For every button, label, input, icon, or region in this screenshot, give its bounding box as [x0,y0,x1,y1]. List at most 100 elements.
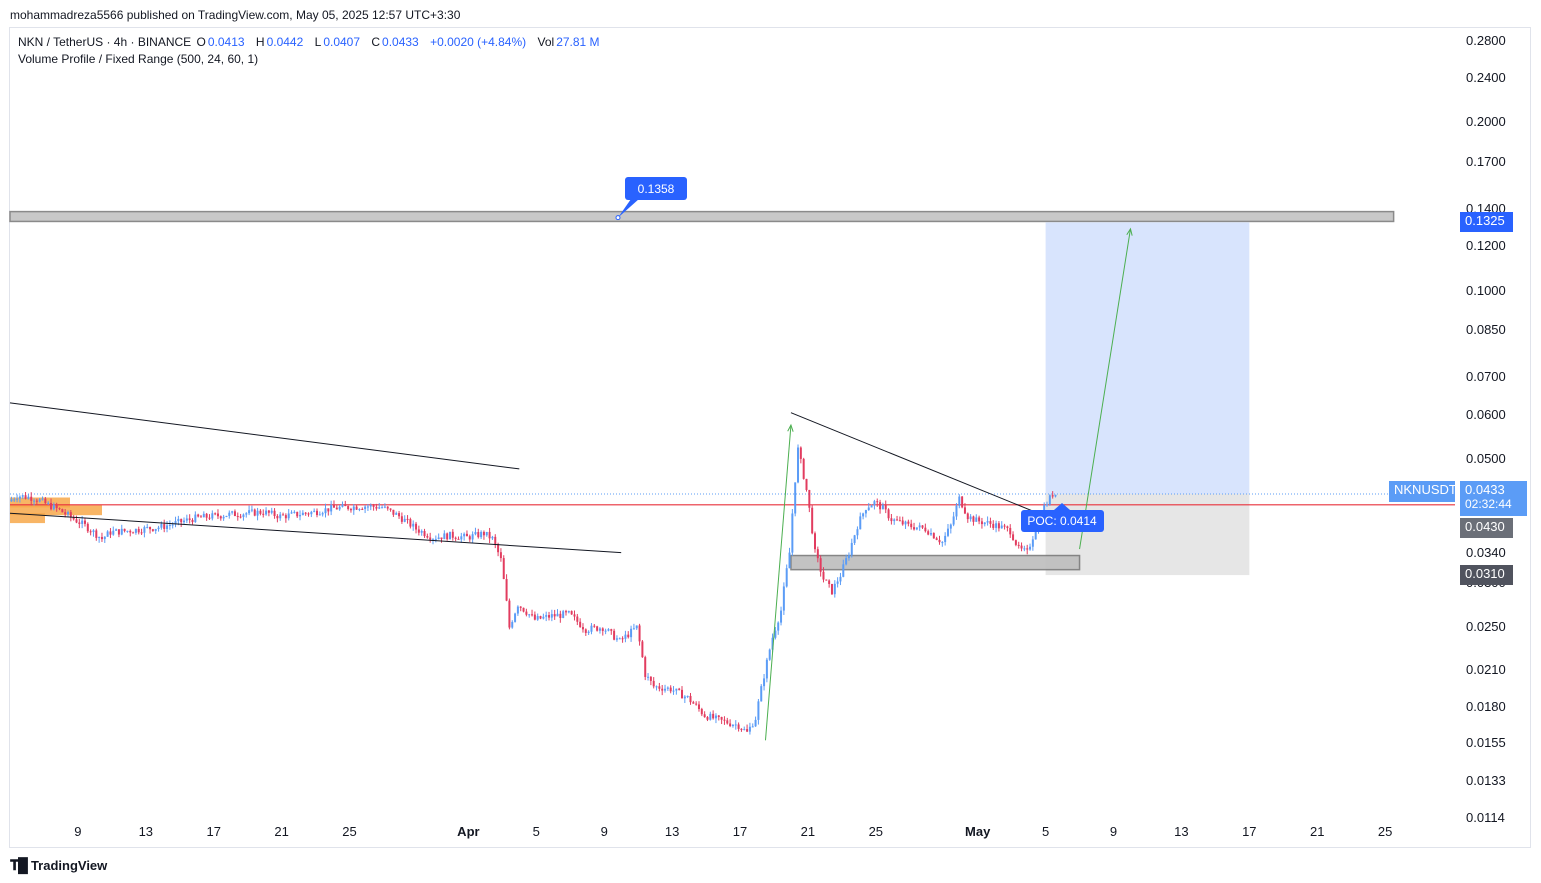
trendline [790,412,1046,517]
tradingview-logo[interactable]: 𝐓█ TradingView [10,857,107,874]
candle-body [845,558,848,565]
indicator-legend[interactable]: Volume Profile / Fixed Range (500, 24, 6… [18,52,259,66]
candle-body [426,536,429,538]
candle-body [361,509,364,511]
candle-body [655,686,658,688]
candle-body [932,533,935,539]
volume-label: Vol [537,35,555,49]
candle-body [576,616,579,622]
candle-body [514,613,517,622]
time-tick-label: 13 [1174,824,1189,839]
candle-body [972,516,975,522]
candle-body [763,678,766,687]
candle-body [366,506,369,508]
price-tick-label: 0.2400 [1466,70,1506,86]
candle-body [378,507,381,509]
candle-body [983,522,986,525]
resistance-anchor-dot [615,215,621,221]
candle-body [117,529,120,535]
candle-body [1026,548,1029,550]
candle-body [717,715,720,718]
candle-body [78,522,81,524]
poc-price-tag: 0.0430 [1460,518,1513,538]
open-label: O [196,35,206,49]
candle-body [1020,545,1023,549]
candle-body [961,496,964,508]
candle-body [553,614,556,617]
time-tick-label: Apr [457,824,480,839]
candle-body [785,568,788,587]
price-tick-label: 0.0600 [1466,406,1506,422]
candle-body [417,529,420,533]
candle-body [471,534,474,540]
candle-body [658,686,661,689]
candle-body [406,518,409,520]
candle-body [451,531,454,538]
time-tick-label: 17 [732,824,748,839]
candle-body [567,611,570,613]
candle-body [915,527,918,530]
candle-body [166,525,169,529]
candle-body [372,505,375,507]
candle-body [949,524,952,529]
candle-body [157,527,160,530]
candle-body [548,615,551,618]
candle-body [901,520,904,525]
candle-body [695,703,698,705]
candle-body [692,702,695,704]
arrow-head [787,423,794,432]
candle-body [946,528,949,536]
candle-body [593,625,596,627]
candle-body [989,521,992,524]
candle-body [429,537,432,540]
projection-arrow [1079,228,1131,550]
candle-body [528,614,531,616]
candle-body [842,564,845,577]
candle-body [1014,540,1017,545]
candle-body [143,527,146,533]
candle-body [1006,526,1009,528]
candle-body [103,536,106,540]
candle-body [686,695,689,697]
candle-body [338,506,341,510]
candle-body [327,508,330,512]
candle-body [706,717,709,720]
poc-label-pointer [1054,503,1070,510]
candle-body [123,528,126,532]
candle-body [389,508,392,510]
candle-body [1023,548,1026,550]
candle-body [69,512,72,518]
candle-body [270,510,273,513]
candle-body [205,513,208,518]
price-tick-label: 0.0850 [1466,322,1506,338]
time-tick-label: 25 [342,824,357,839]
candle-body [740,728,743,730]
candle-body [771,637,774,650]
candle-body [324,508,327,514]
candle-body [253,509,256,516]
candle-body [830,583,833,595]
candle-body [137,528,140,533]
candle-body [163,523,166,529]
candle-body [689,695,692,703]
candle-body [106,531,109,537]
candle-body [443,533,446,540]
candle-body [199,516,202,518]
candle-body [211,513,214,519]
candle-body [386,506,389,509]
candle-body [183,520,186,523]
price-tick-label: 0.1000 [1466,282,1506,298]
candle-body [24,495,27,499]
price-tick-label: 0.0340 [1466,544,1506,560]
time-tick-label: 13 [138,824,154,839]
symbol-title[interactable]: NKN / TetherUS · 4h · BINANCE [18,35,192,49]
candle-body [881,504,884,510]
price-tick-label: 0.0180 [1466,699,1506,715]
candle-body [250,509,253,511]
candle-body [666,687,669,689]
candle-body [584,629,587,633]
candle-body [799,447,802,459]
candle-body [1046,504,1049,506]
candle-body [768,649,771,660]
